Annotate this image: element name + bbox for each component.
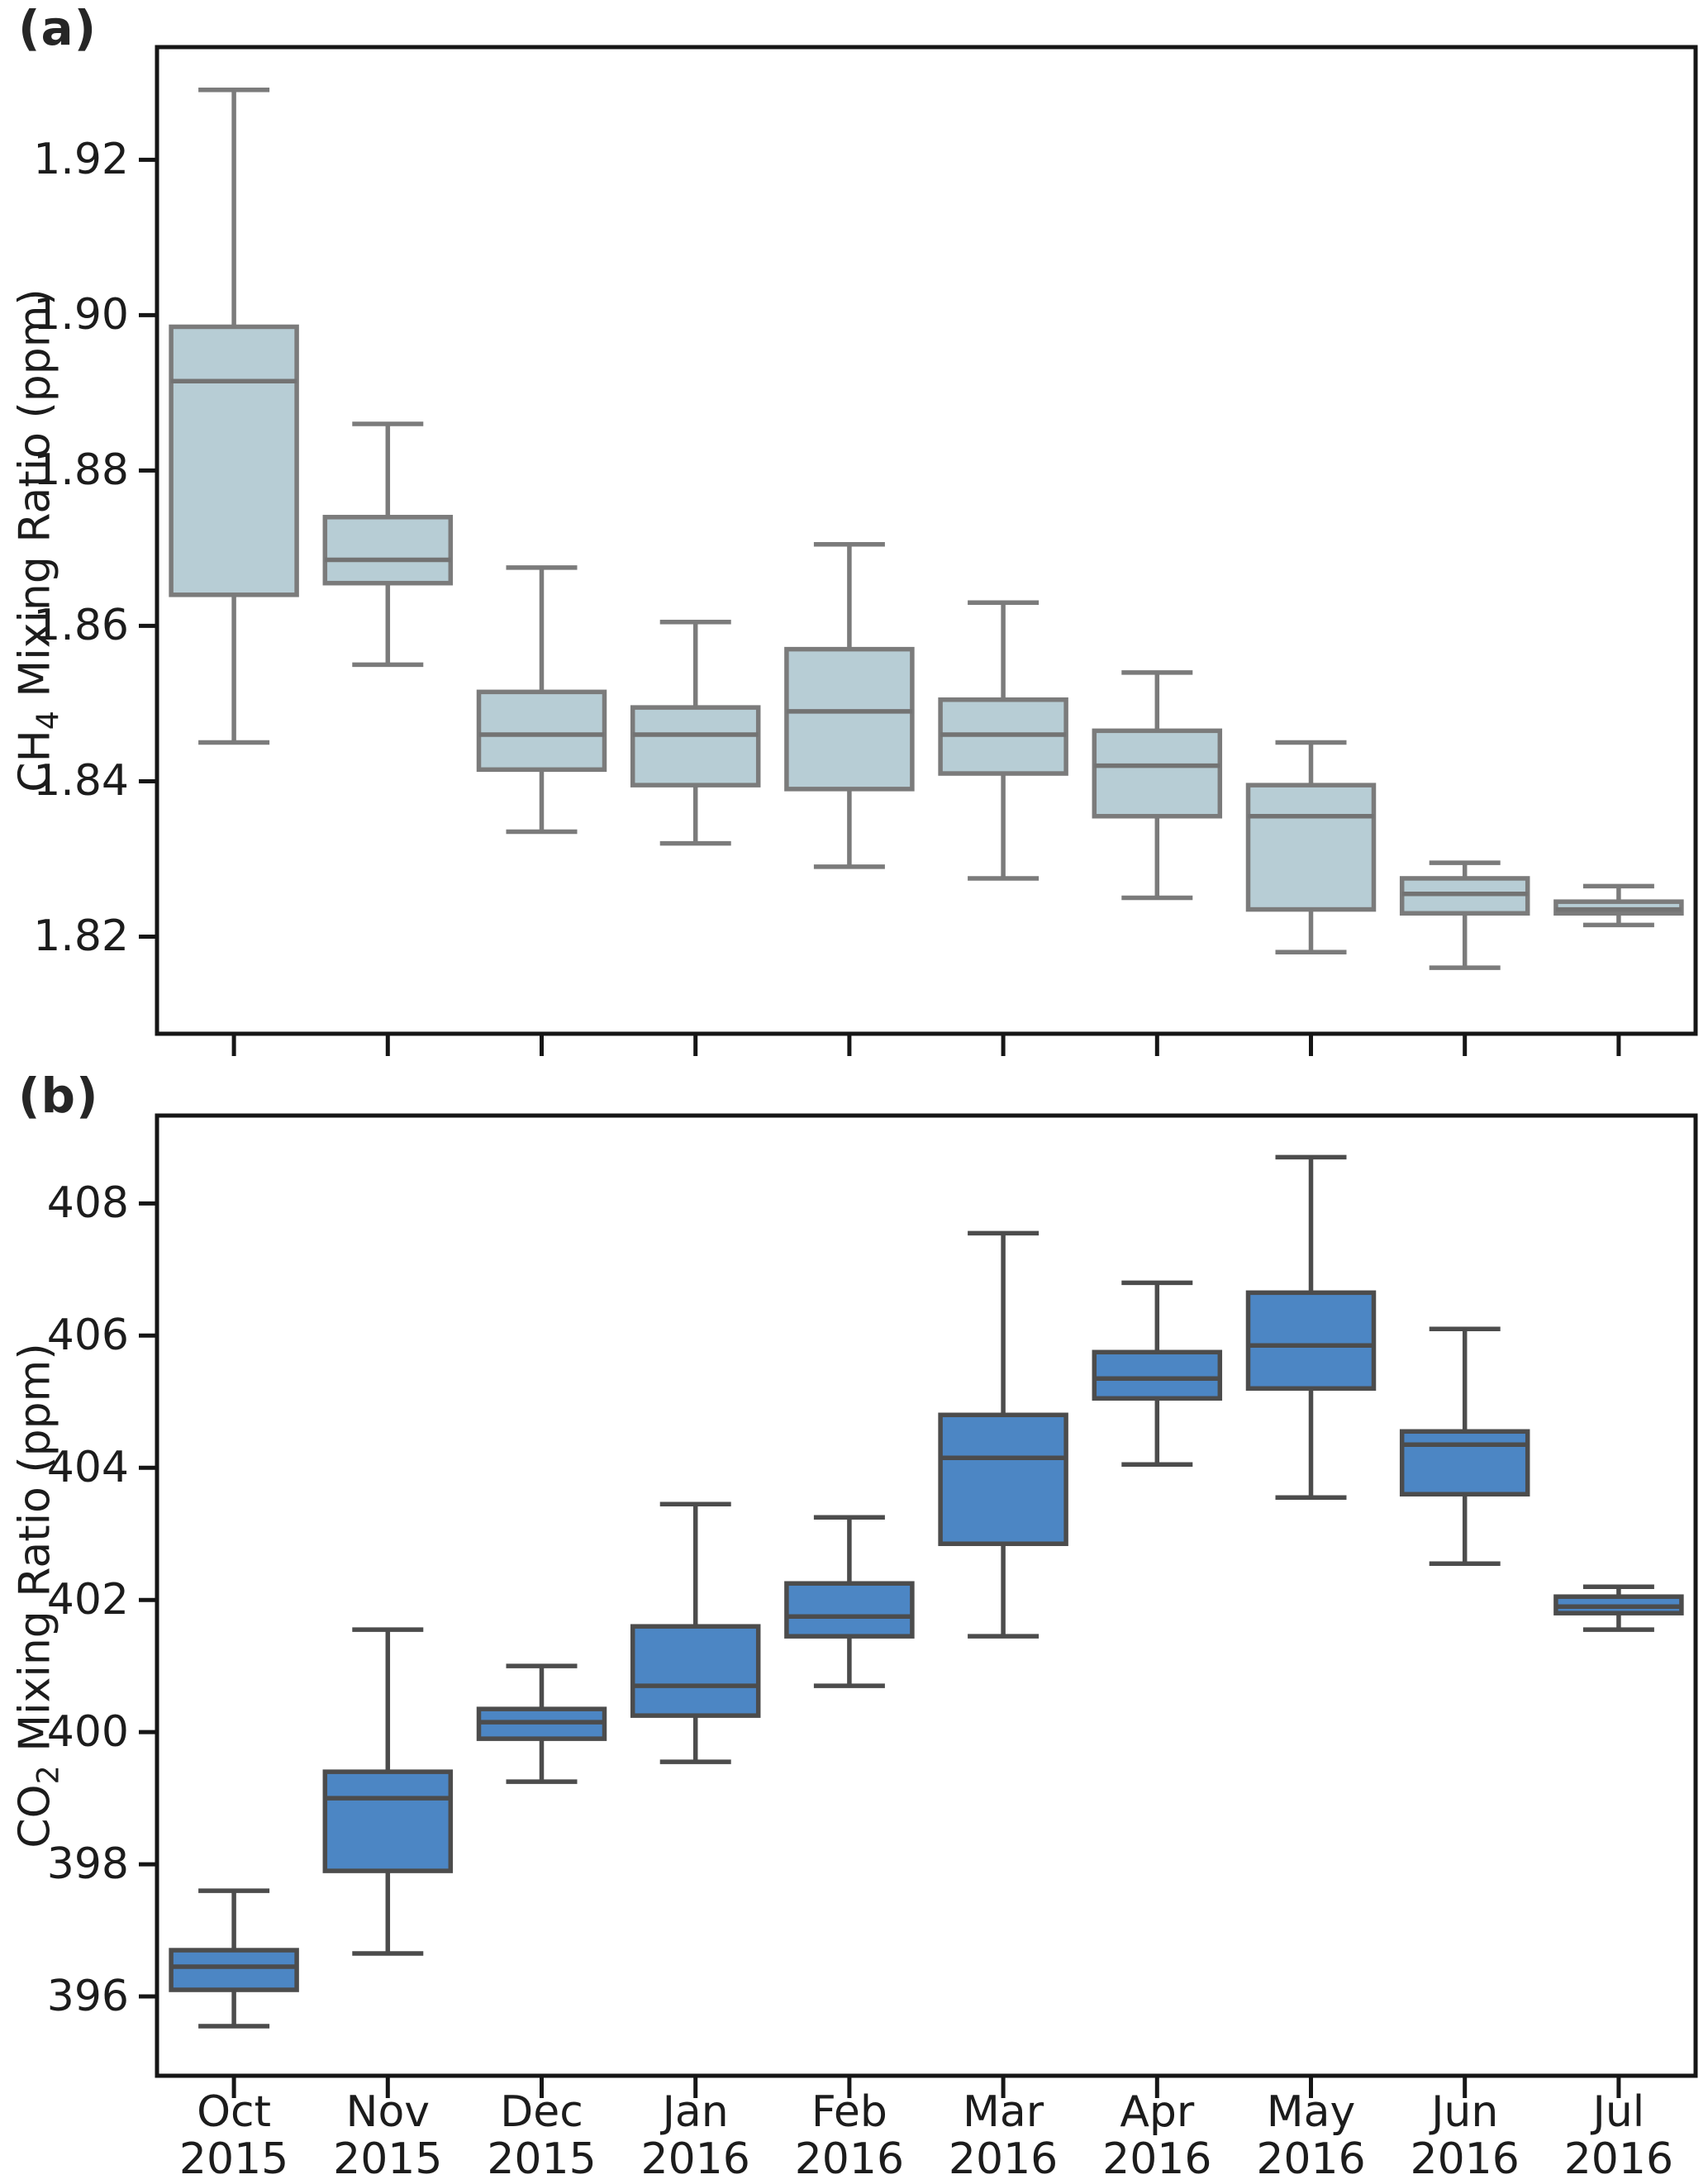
plot-frame--b-	[155, 1113, 1698, 2078]
plot-frame--a-	[155, 45, 1698, 1036]
xtick-month: Nov	[345, 2087, 431, 2137]
ytick-label--b--404: 404	[46, 1443, 129, 1493]
xtick-label-jun-2016: Jun 2016	[1349, 2089, 1581, 2183]
box-oct-2015--b-	[169, 1948, 299, 1992]
ytick-label--a--1.88: 1.88	[33, 445, 129, 496]
ytick-label--b--396: 396	[46, 1972, 129, 2022]
ytick-label--a--1.86: 1.86	[33, 601, 129, 651]
ytick-label--b--398: 398	[46, 1839, 129, 1890]
y-axis-label-ch4: CH4 Mixing Ratio (ppm)	[10, 288, 65, 792]
ytick-label--a--1.84: 1.84	[33, 756, 129, 807]
box-feb-2016--b-	[784, 1581, 915, 1639]
ylabel-b-subscript: 2	[30, 1765, 66, 1785]
ytick-label--a--1.92: 1.92	[33, 135, 129, 185]
ytick-label--a--1.90: 1.90	[33, 290, 129, 340]
ytick-label--b--400: 400	[46, 1707, 129, 1758]
box-may-2016--a-	[1245, 783, 1377, 912]
box-jun-2016--b-	[1399, 1429, 1530, 1496]
xtick-month: Jun	[1431, 2087, 1499, 2137]
xtick-month: Jan	[662, 2087, 729, 2137]
ytick-label--b--406: 406	[46, 1311, 129, 1361]
ytick-label--b--408: 408	[46, 1178, 129, 1229]
panel-a-label: (a)	[18, 0, 98, 56]
box-mar-2016--b-	[938, 1412, 1068, 1546]
box-oct-2015--a-	[169, 324, 299, 597]
xtick-month: Jul	[1592, 2087, 1645, 2137]
ytick-label--a--1.82: 1.82	[33, 911, 129, 962]
panel-b-label: (b)	[18, 1068, 99, 1124]
box-jan-2016--b-	[630, 1624, 761, 1718]
box-may-2016--b-	[1245, 1290, 1377, 1392]
xtick-month: Dec	[500, 2087, 583, 2137]
xtick-month: Apr	[1120, 2087, 1195, 2137]
box-jan-2016--a-	[630, 705, 761, 787]
box-apr-2016--a-	[1092, 728, 1223, 819]
xtick-year: 2016	[1563, 2134, 1674, 2184]
ylabel-a-subscript: 4	[30, 711, 66, 730]
box-apr-2016--b-	[1092, 1349, 1223, 1401]
xtick-month: Oct	[197, 2087, 272, 2137]
ylabel-b-suffix: Mixing Ratio (ppm)	[10, 1343, 60, 1766]
box-feb-2016--a-	[784, 646, 915, 792]
xtick-month: Mar	[963, 2087, 1044, 2137]
xtick-label-jul-2016: Jul 2016	[1503, 2089, 1708, 2183]
xtick-month: Feb	[811, 2087, 887, 2137]
box-nov-2015--a-	[322, 515, 454, 586]
box-dec-2015--a-	[476, 689, 607, 773]
ytick-label--b--402: 402	[46, 1575, 129, 1625]
box-nov-2015--b-	[322, 1769, 454, 1873]
xtick-month: May	[1266, 2087, 1356, 2137]
